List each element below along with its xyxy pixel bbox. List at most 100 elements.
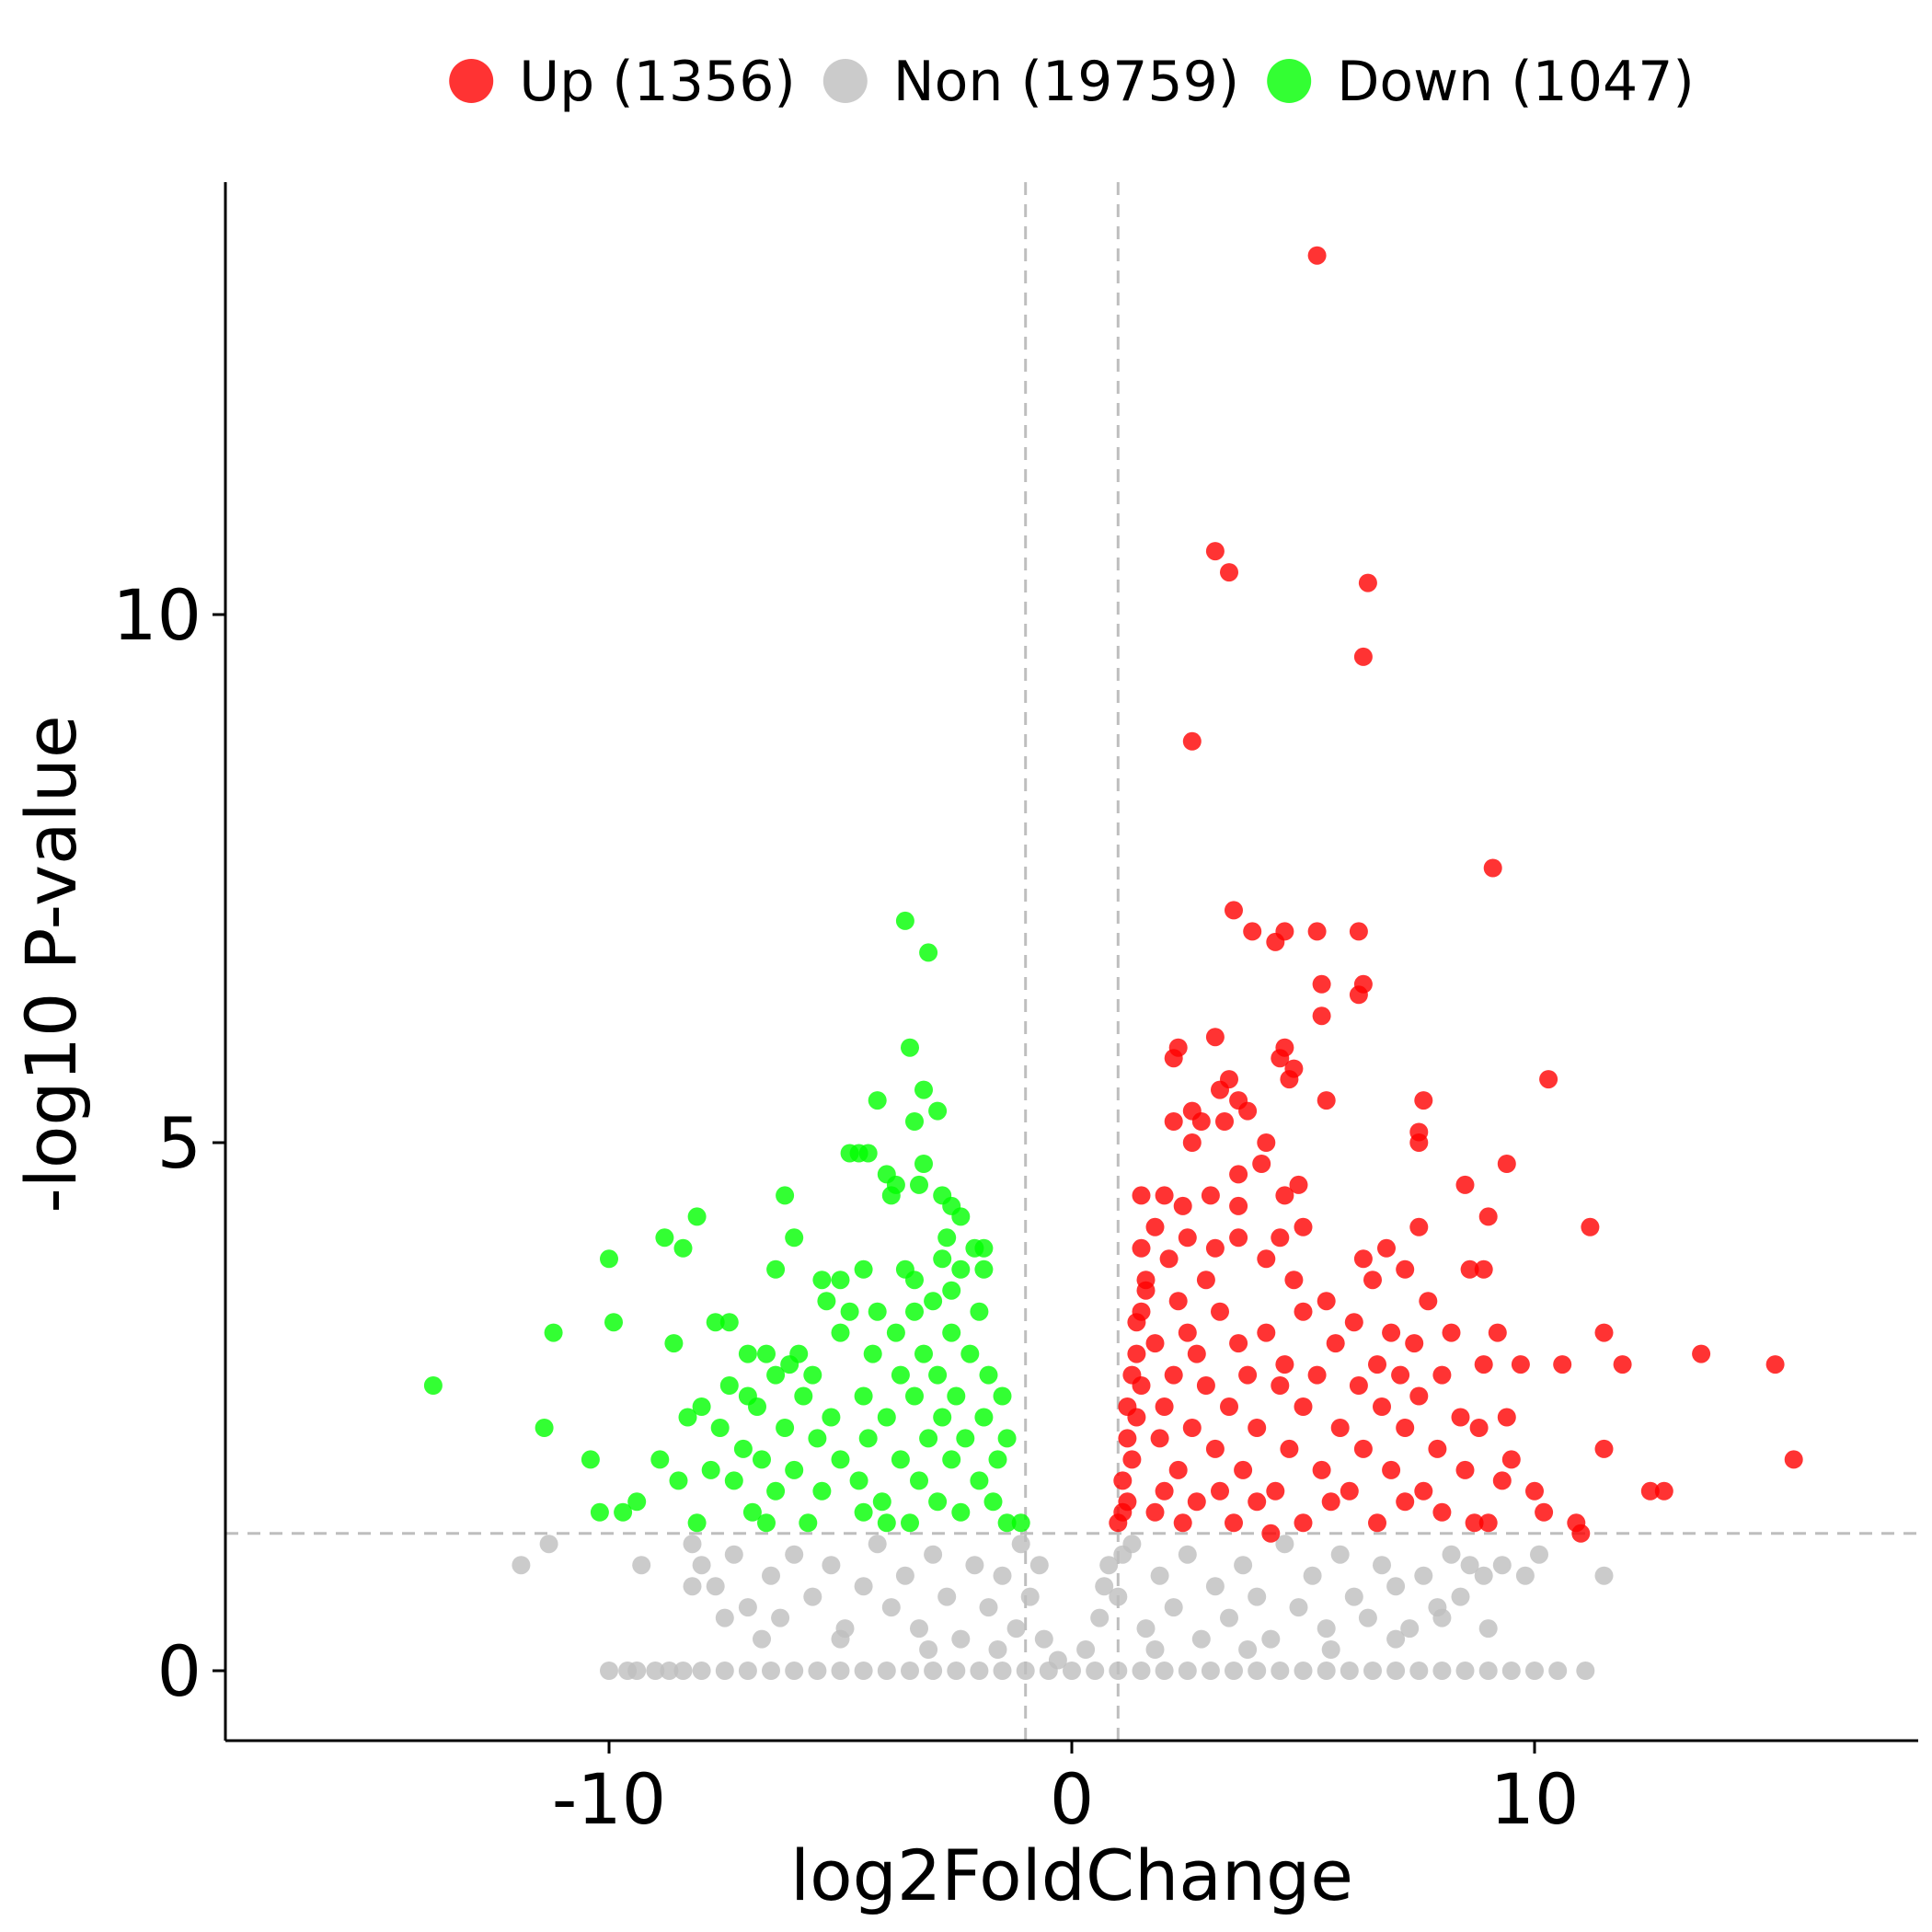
non-point (1317, 1619, 1336, 1639)
up-point (1187, 1344, 1206, 1363)
series-up (1109, 246, 1803, 1543)
down-point (803, 1365, 822, 1385)
down-point (673, 1238, 693, 1258)
legend-item-down: Down (1047) (1267, 50, 1695, 114)
up-point (1211, 1080, 1229, 1099)
up-point (1353, 1249, 1373, 1269)
up-point (1409, 1133, 1429, 1152)
up-point (1164, 1365, 1183, 1385)
up-point (1294, 1397, 1313, 1416)
down-point (914, 1344, 933, 1363)
down-point (627, 1492, 647, 1512)
legend-label-up: Up (1356) (519, 50, 796, 114)
down-point (817, 1292, 836, 1311)
non-point (1373, 1556, 1391, 1575)
down-point (919, 943, 938, 962)
non-point (1330, 1545, 1350, 1564)
up-point (1692, 1344, 1711, 1363)
up-point (1368, 1513, 1386, 1533)
up-point (1391, 1365, 1410, 1385)
down-point (655, 1228, 674, 1248)
non-point (785, 1662, 804, 1680)
up-point (1150, 1429, 1169, 1448)
up-point (1155, 1481, 1174, 1501)
non-point (1109, 1662, 1128, 1680)
down-point (799, 1513, 818, 1533)
y-tick-label: 5 (157, 1102, 201, 1184)
y-tick-label: 0 (157, 1630, 201, 1712)
down-point (678, 1408, 697, 1427)
down-point (614, 1502, 633, 1522)
down-point (886, 1323, 905, 1342)
non-point (831, 1629, 850, 1649)
non-point (1501, 1662, 1521, 1680)
down-point (753, 1450, 771, 1469)
non-point (1474, 1566, 1493, 1585)
up-point (1501, 1450, 1521, 1469)
up-point (1248, 1492, 1267, 1512)
non-point (632, 1556, 651, 1575)
down-point (928, 1492, 948, 1512)
up-point (1229, 1334, 1248, 1353)
non-point (831, 1662, 850, 1680)
non-point (1076, 1640, 1096, 1659)
down-point (942, 1281, 961, 1300)
up-point (1511, 1355, 1530, 1374)
up-point (1765, 1355, 1785, 1374)
non-point (1086, 1662, 1105, 1680)
non-point (1317, 1662, 1336, 1680)
non-point (660, 1662, 679, 1680)
up-point (1271, 1376, 1290, 1395)
up-point (1289, 1175, 1308, 1194)
non-point (1289, 1598, 1308, 1617)
non-point (803, 1587, 822, 1606)
down-point (748, 1397, 766, 1416)
down-point (877, 1408, 896, 1427)
up-point (1201, 1186, 1220, 1205)
down-point (974, 1408, 994, 1427)
up-point (1419, 1292, 1438, 1311)
down-point (910, 1175, 928, 1194)
non-point (910, 1619, 928, 1639)
up-point (1182, 731, 1202, 751)
non-point (715, 1608, 734, 1627)
down-point (780, 1355, 799, 1374)
up-point (1451, 1408, 1470, 1427)
up-point (1229, 1165, 1248, 1184)
non-point (1178, 1545, 1197, 1564)
non-point (1238, 1640, 1258, 1659)
non-point (924, 1662, 943, 1680)
up-point (1238, 1365, 1258, 1385)
up-point (1173, 1513, 1192, 1533)
up-point (1640, 1481, 1660, 1501)
down-point (951, 1207, 971, 1226)
up-point (1382, 1323, 1401, 1342)
up-point (1432, 1365, 1452, 1385)
down-point (933, 1408, 952, 1427)
up-point (1396, 1492, 1415, 1512)
non-point (1095, 1577, 1114, 1596)
non-point (1109, 1587, 1128, 1606)
down-point (928, 1101, 948, 1121)
down-point (974, 1259, 994, 1279)
down-point (742, 1502, 762, 1522)
non-point (1063, 1662, 1081, 1680)
up-point (1159, 1249, 1179, 1269)
non-point (1164, 1598, 1183, 1617)
non-point (868, 1535, 887, 1554)
down-point (831, 1271, 850, 1290)
down-point (983, 1492, 1003, 1512)
up-point (1492, 1471, 1512, 1490)
up-point (1229, 1228, 1248, 1248)
legend-label-down: Down (1047) (1337, 50, 1695, 114)
down-point (687, 1513, 707, 1533)
up-point (1187, 1492, 1206, 1512)
up-point (1280, 1070, 1299, 1089)
non-point (1530, 1545, 1548, 1564)
up-point (1349, 1376, 1368, 1395)
up-point (1307, 246, 1327, 265)
non-point (724, 1545, 743, 1564)
non-point (808, 1662, 827, 1680)
non-point (1150, 1566, 1169, 1585)
non-point (919, 1640, 938, 1659)
